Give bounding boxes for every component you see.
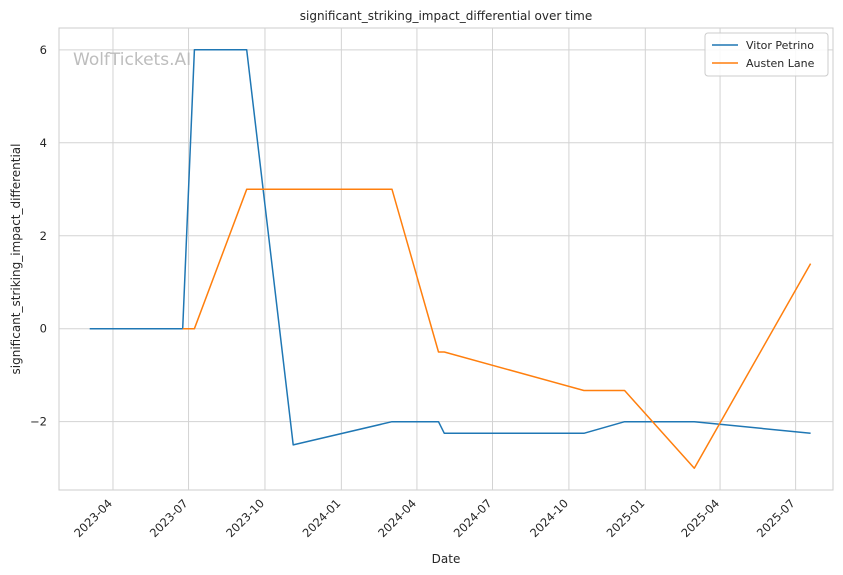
legend: Vitor Petrino Austen Lane [704, 32, 829, 77]
x-tick-label: 2023-07 [147, 496, 191, 540]
chart-title: significant_striking_impact_differential… [300, 9, 592, 23]
legend-label-vitor-petrino: Vitor Petrino [746, 39, 814, 52]
x-tick-label: 2024-10 [527, 496, 571, 540]
x-tick-label: 2025-04 [678, 496, 722, 540]
y-axis-ticks: −2 0 2 4 6 [30, 43, 47, 429]
y-axis-label: significant_striking_impact_differential [9, 144, 23, 375]
x-tick-label: 2024-04 [375, 496, 419, 540]
x-tick-label: 2024-07 [451, 496, 495, 540]
x-tick-label: 2025-01 [604, 496, 648, 540]
x-axis-label: Date [432, 552, 461, 566]
y-tick-label: 4 [40, 136, 47, 150]
y-tick-label: 0 [40, 322, 47, 336]
plot-area [58, 27, 834, 491]
x-tick-label: 2025-07 [754, 496, 798, 540]
legend-box [704, 32, 829, 77]
watermark: WolfTickets.AI [73, 50, 191, 70]
series-lines [89, 49, 812, 469]
x-tick-label: 2024-01 [300, 496, 344, 540]
y-tick-label: −2 [30, 415, 47, 429]
y-tick-label: 6 [40, 43, 47, 57]
series-line-vitor-petrino [89, 49, 811, 446]
x-tick-label: 2023-04 [71, 496, 115, 540]
legend-label-austen-lane: Austen Lane [746, 57, 815, 70]
y-tick-label: 2 [40, 229, 47, 243]
x-tick-label: 2023-10 [223, 496, 267, 540]
series-line-austen-lane [182, 188, 812, 469]
x-axis-ticks: 2023-04 2023-07 2023-10 2024-01 2024-04 2024-… [71, 496, 798, 540]
